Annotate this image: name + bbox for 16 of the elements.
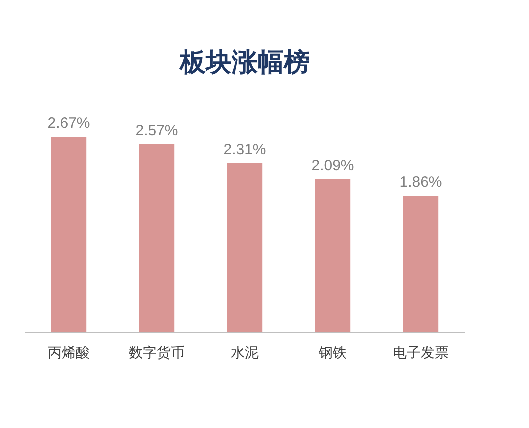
bar — [139, 144, 175, 332]
x-tick-label: 数字货币 — [129, 346, 185, 362]
x-tick-label: 电子发票 — [393, 346, 449, 362]
bar — [315, 179, 351, 332]
x-tick-label: 钢铁 — [318, 346, 347, 362]
data-label: 2.31% — [224, 141, 266, 158]
data-label: 1.86% — [400, 174, 442, 192]
bar — [227, 163, 263, 332]
data-label: 2.57% — [136, 122, 178, 140]
bar — [51, 137, 87, 332]
chart-title: 板块涨幅榜 — [179, 48, 310, 78]
data-label: 2.67% — [48, 115, 90, 132]
x-tick-label: 水泥 — [231, 346, 259, 362]
bar — [403, 196, 439, 332]
x-tick-label: 丙烯酸 — [48, 346, 90, 362]
data-label: 2.09% — [312, 157, 354, 174]
